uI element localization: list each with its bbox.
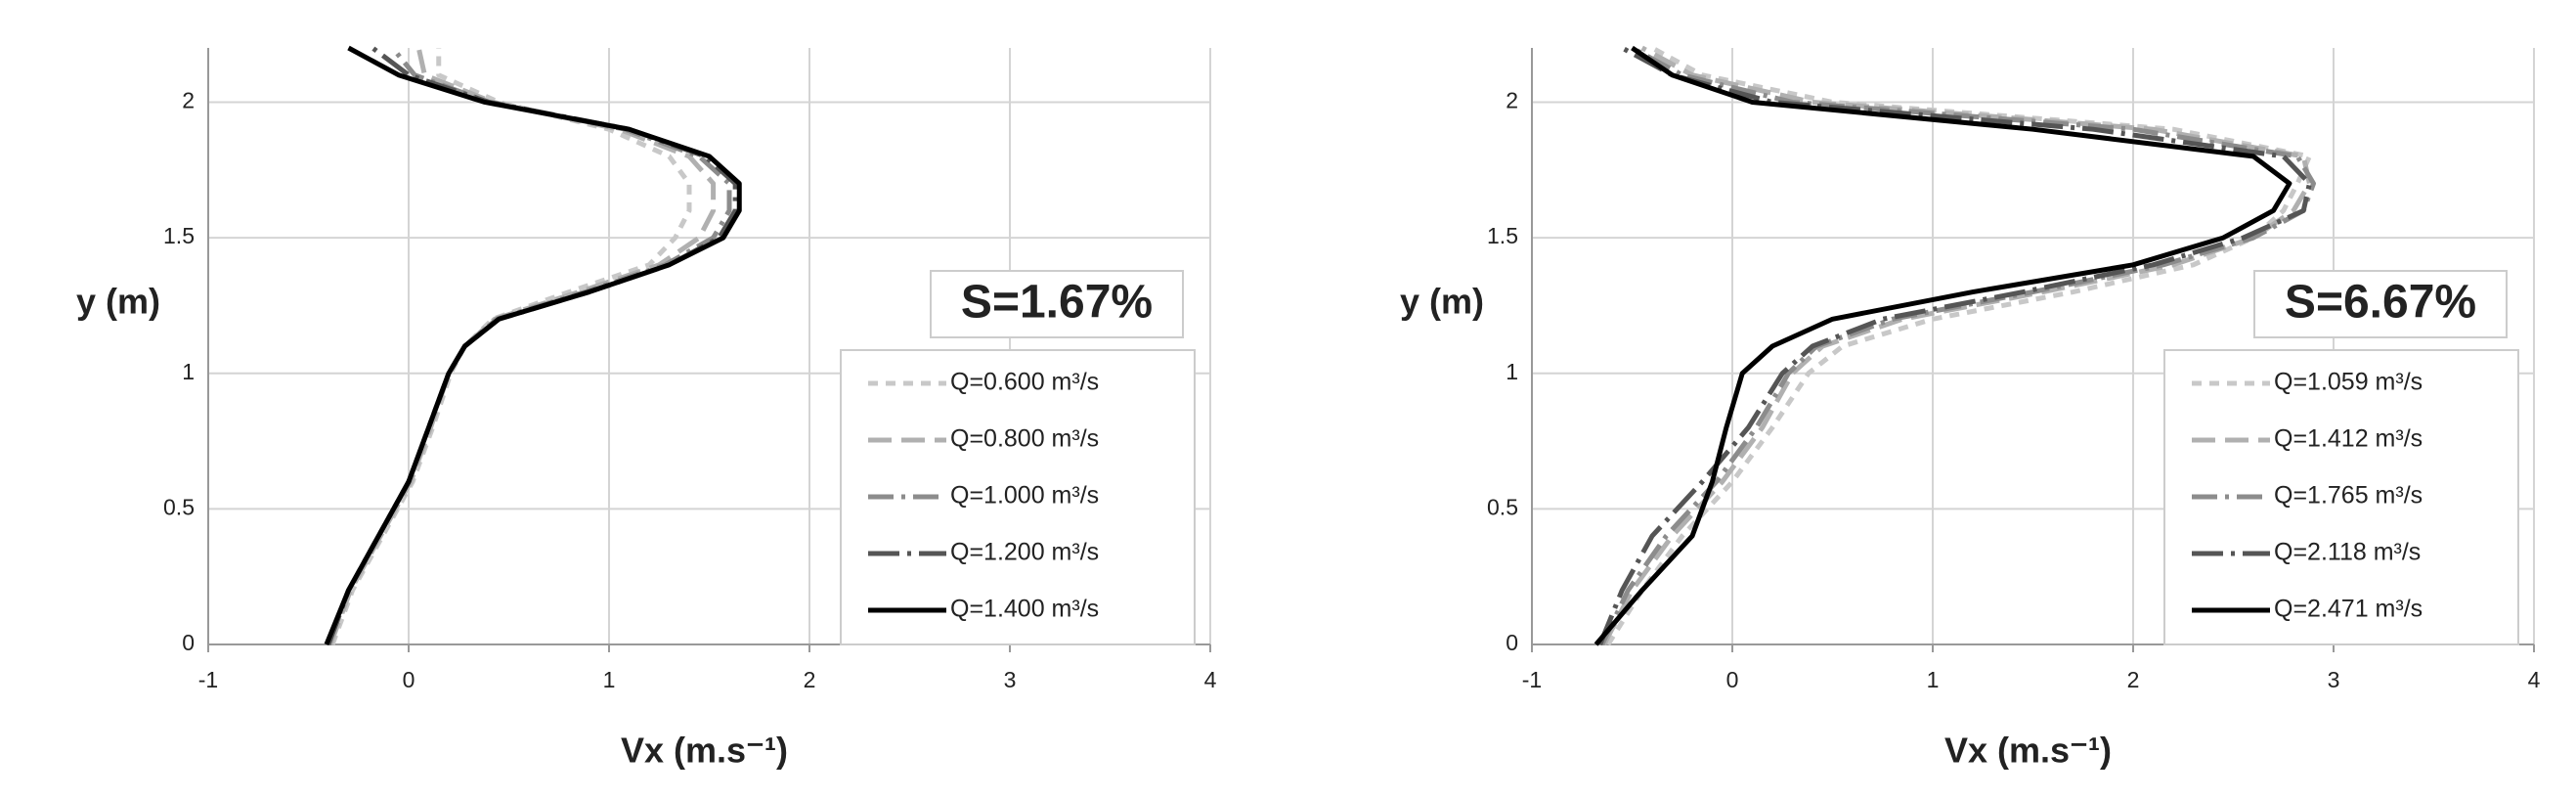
x-tick-label: 0 (1726, 667, 1739, 692)
x-tick-label: 2 (2127, 667, 2140, 692)
y-tick-label: 1 (1506, 359, 1518, 384)
x-tick-label: -1 (1522, 667, 1542, 692)
y-tick-label: 1 (182, 359, 195, 384)
x-tick-label: 4 (2528, 667, 2541, 692)
y-tick-label: 0 (182, 630, 195, 655)
y-tick-label: 0.5 (163, 494, 195, 519)
y-tick-label: 2 (182, 88, 195, 113)
x-tick-label: 4 (1204, 667, 1217, 692)
x-tick-label: 3 (1004, 667, 1017, 692)
x-tick-label: 1 (1927, 667, 1940, 692)
legend-box (2163, 349, 2519, 645)
y-axis-label: y (m) (1400, 282, 1484, 322)
legend-label: Q=1.059 m³/s (2274, 369, 2423, 396)
x-tick-label: 3 (2328, 667, 2340, 692)
series-line (1597, 45, 2312, 645)
x-axis-label: Vx (m.s⁻¹) (1944, 731, 2112, 771)
y-tick-label: 0.5 (1487, 494, 1518, 519)
x-tick-label: 2 (804, 667, 816, 692)
annotation: S=1.67% (961, 277, 1153, 329)
legend-label: Q=1.000 m³/s (950, 482, 1099, 510)
x-axis-label: Vx (m.s⁻¹) (621, 731, 788, 771)
x-tick-label: -1 (198, 667, 218, 692)
y-tick-label: 0 (1506, 630, 1518, 655)
series-line (326, 46, 738, 645)
legend-label: Q=0.800 m³/s (950, 425, 1099, 453)
x-tick-label: 0 (403, 667, 415, 692)
annotation: S=6.67% (2285, 277, 2476, 329)
y-tick-label: 2 (1506, 88, 1518, 113)
annotation-box (930, 270, 1184, 338)
legend-label: Q=2.471 m³/s (2274, 596, 2423, 623)
series-line (326, 46, 732, 645)
annotation-box (2253, 270, 2508, 338)
legend-label: Q=0.600 m³/s (950, 369, 1099, 396)
series-line (324, 45, 742, 645)
x-tick-label: 1 (603, 667, 616, 692)
legend-label: Q=1.400 m³/s (950, 596, 1099, 623)
legend-label: Q=1.765 m³/s (2274, 482, 2423, 510)
legend-box (840, 349, 1196, 645)
series-line (1594, 45, 2292, 646)
y-tick-label: 1.5 (163, 223, 195, 248)
y-tick-label: 1.5 (1487, 223, 1518, 248)
legend-label: Q=2.118 m³/s (2274, 539, 2421, 566)
legend-label: Q=1.200 m³/s (950, 539, 1099, 566)
y-axis-label: y (m) (76, 282, 160, 322)
legend-label: Q=1.412 m³/s (2274, 425, 2423, 453)
